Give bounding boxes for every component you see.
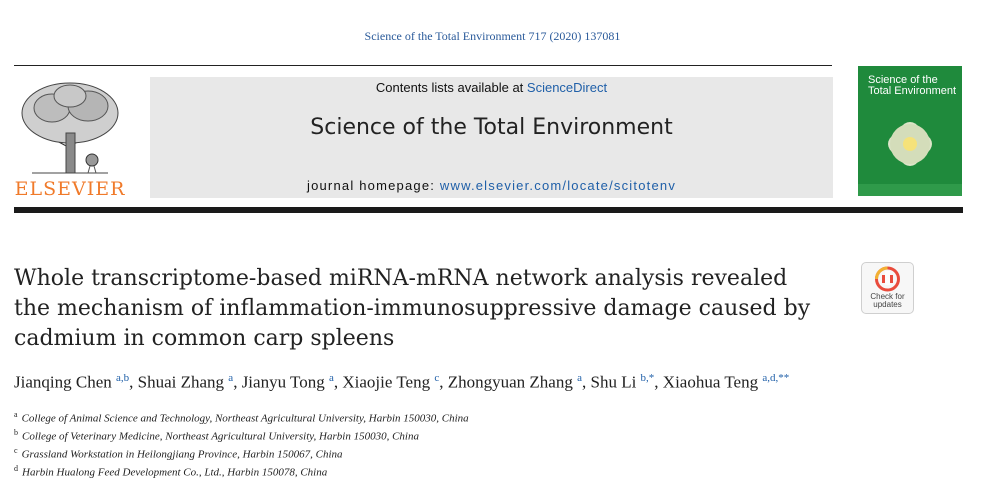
- author-name[interactable]: Xiaojie Teng: [342, 372, 431, 392]
- elsevier-wordmark: ELSEVIER: [14, 178, 126, 200]
- sciencedirect-link[interactable]: ScienceDirect: [526, 80, 608, 95]
- author-name[interactable]: Xiaohua Teng: [662, 372, 759, 392]
- author-name[interactable]: Jianqing Chen: [14, 372, 112, 392]
- author-name[interactable]: Zhongyuan Zhang: [447, 372, 573, 392]
- author-name[interactable]: Jianyu Tong: [241, 372, 325, 392]
- affiliation-text: Harbin Hualong Feed Development Co., Ltd…: [22, 467, 328, 480]
- homepage-prefix: journal homepage:: [306, 178, 440, 193]
- author-separator: ,: [439, 372, 448, 392]
- author-affiliation-mark[interactable]: c: [434, 372, 440, 384]
- journal-citation: Science of the Total Environment 717 (20…: [364, 29, 621, 43]
- author-affiliation-mark[interactable]: a,b: [116, 372, 130, 384]
- author-affiliation-mark[interactable]: a: [577, 372, 582, 384]
- affiliation-item: b College of Veterinary Medicine, Northea…: [14, 426, 714, 444]
- article-title: Whole transcriptome-based miRNA-mRNA net…: [14, 266, 811, 351]
- affiliation-text: Grassland Workstation in Heilongjiang Pr…: [21, 448, 343, 461]
- affiliation-text: College of Veterinary Medicine, Northeas…: [22, 430, 419, 443]
- author-affiliation-mark[interactable]: b,*: [640, 372, 655, 384]
- author-separator: ,: [233, 372, 242, 392]
- affiliation-list: a College of Animal Science and Technolog…: [14, 408, 714, 481]
- author-affiliation-mark[interactable]: a: [328, 372, 334, 384]
- journal-cover[interactable]: Science of the Total Environment: [858, 66, 962, 196]
- cover-title-line1: Science of the: [868, 74, 938, 86]
- homepage-link[interactable]: www.elsevier.com/locate/scitotenv: [439, 178, 677, 193]
- affiliation-item: a College of Animal Science and Technolog…: [14, 408, 714, 426]
- author-separator: ,: [654, 372, 663, 392]
- badge-line2: updates: [873, 300, 902, 309]
- section-rule: [14, 207, 963, 213]
- affiliation-mark: d: [14, 464, 18, 474]
- affiliation-item: c Grassland Workstation in Heilongjiang P…: [14, 444, 714, 462]
- badge-line1: Check for: [870, 292, 905, 301]
- check-for-updates-label: Check for updates: [862, 293, 913, 309]
- author-affiliation-mark[interactable]: a: [228, 372, 234, 384]
- contents-prefix: Contents lists available at: [375, 80, 527, 95]
- check-for-updates-icon: [875, 266, 900, 292]
- affiliation-mark: c: [14, 446, 18, 456]
- cover-flower-icon: [858, 122, 962, 196]
- header-rule: [14, 65, 832, 66]
- affiliation-mark: a: [14, 410, 18, 419]
- check-for-updates-button[interactable]: Check for updates: [861, 262, 914, 314]
- homepage-line: journal homepage: www.elsevier.com/locat…: [150, 178, 833, 193]
- elsevier-logo[interactable]: ELSEVIER: [12, 78, 128, 200]
- author-separator: ,: [581, 372, 591, 392]
- author-name[interactable]: Shu Li: [590, 372, 637, 392]
- affiliation-item: d Harbin Hualong Feed Development Co., Lt…: [14, 462, 714, 480]
- contents-line: Contents lists available at ScienceDirec…: [150, 80, 833, 95]
- author-affiliation-mark[interactable]: a,d,**: [762, 372, 790, 384]
- author-list: Jianqing Chen a,b, Shuai Zhang a, Jianyu…: [14, 372, 974, 393]
- elsevier-tree-icon: [12, 78, 128, 178]
- journal-banner: Contents lists available at ScienceDirec…: [150, 77, 833, 198]
- author-name[interactable]: Shuai Zhang: [137, 372, 225, 392]
- author-separator: ,: [129, 372, 138, 392]
- affiliation-mark: b: [14, 428, 18, 438]
- cover-title-line2: Total Environment: [868, 85, 957, 97]
- author-separator: ,: [333, 372, 343, 392]
- affiliation-text: College of Animal Science and Technology…: [21, 412, 469, 425]
- cover-title: Science of the Total Environment: [868, 75, 956, 97]
- journal-title[interactable]: Science of the Total Environment: [310, 115, 673, 140]
